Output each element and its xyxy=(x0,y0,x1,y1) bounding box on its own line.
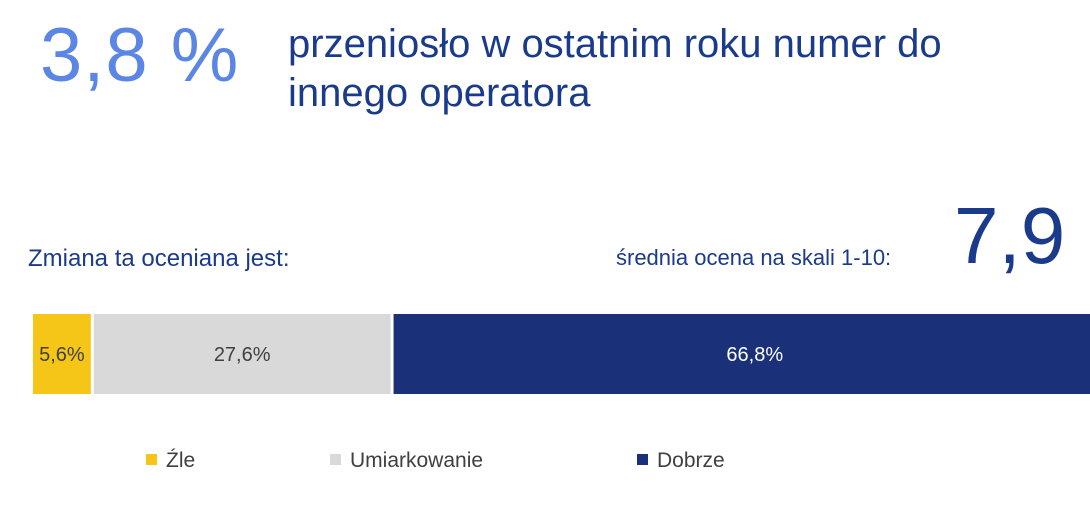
legend-swatch-1 xyxy=(330,454,341,465)
bar-segment-2 xyxy=(393,314,1090,394)
rating-question: Zmiana ta oceniana jest: xyxy=(28,245,290,272)
legend-swatch-2 xyxy=(637,454,648,465)
headline-text: przeniosło w ostatnim roku numer do inne… xyxy=(288,22,942,115)
legend-label-2: Dobrze xyxy=(657,449,725,472)
bar-segment-1 xyxy=(93,314,391,394)
percentage-stat: 3,8 % xyxy=(40,13,240,98)
stacked-bar-chart: 5,6% 27,6% 66,8% Źle Umiarkowanie Dobrze xyxy=(33,314,1090,472)
average-rating-label: średnia ocena na skali 1-10: xyxy=(616,245,892,270)
legend-label-0: Źle xyxy=(166,449,195,472)
average-rating-value: 7,9 xyxy=(954,191,1066,280)
bar-data-label-2: 66,8% xyxy=(726,344,783,366)
bar-data-label-1: 27,6% xyxy=(214,344,271,366)
bar-segment-0 xyxy=(33,314,91,394)
bar-data-label-0: 5,6% xyxy=(39,344,85,366)
legend-label-1: Umiarkowanie xyxy=(350,449,483,472)
legend-swatch-0 xyxy=(146,454,157,465)
